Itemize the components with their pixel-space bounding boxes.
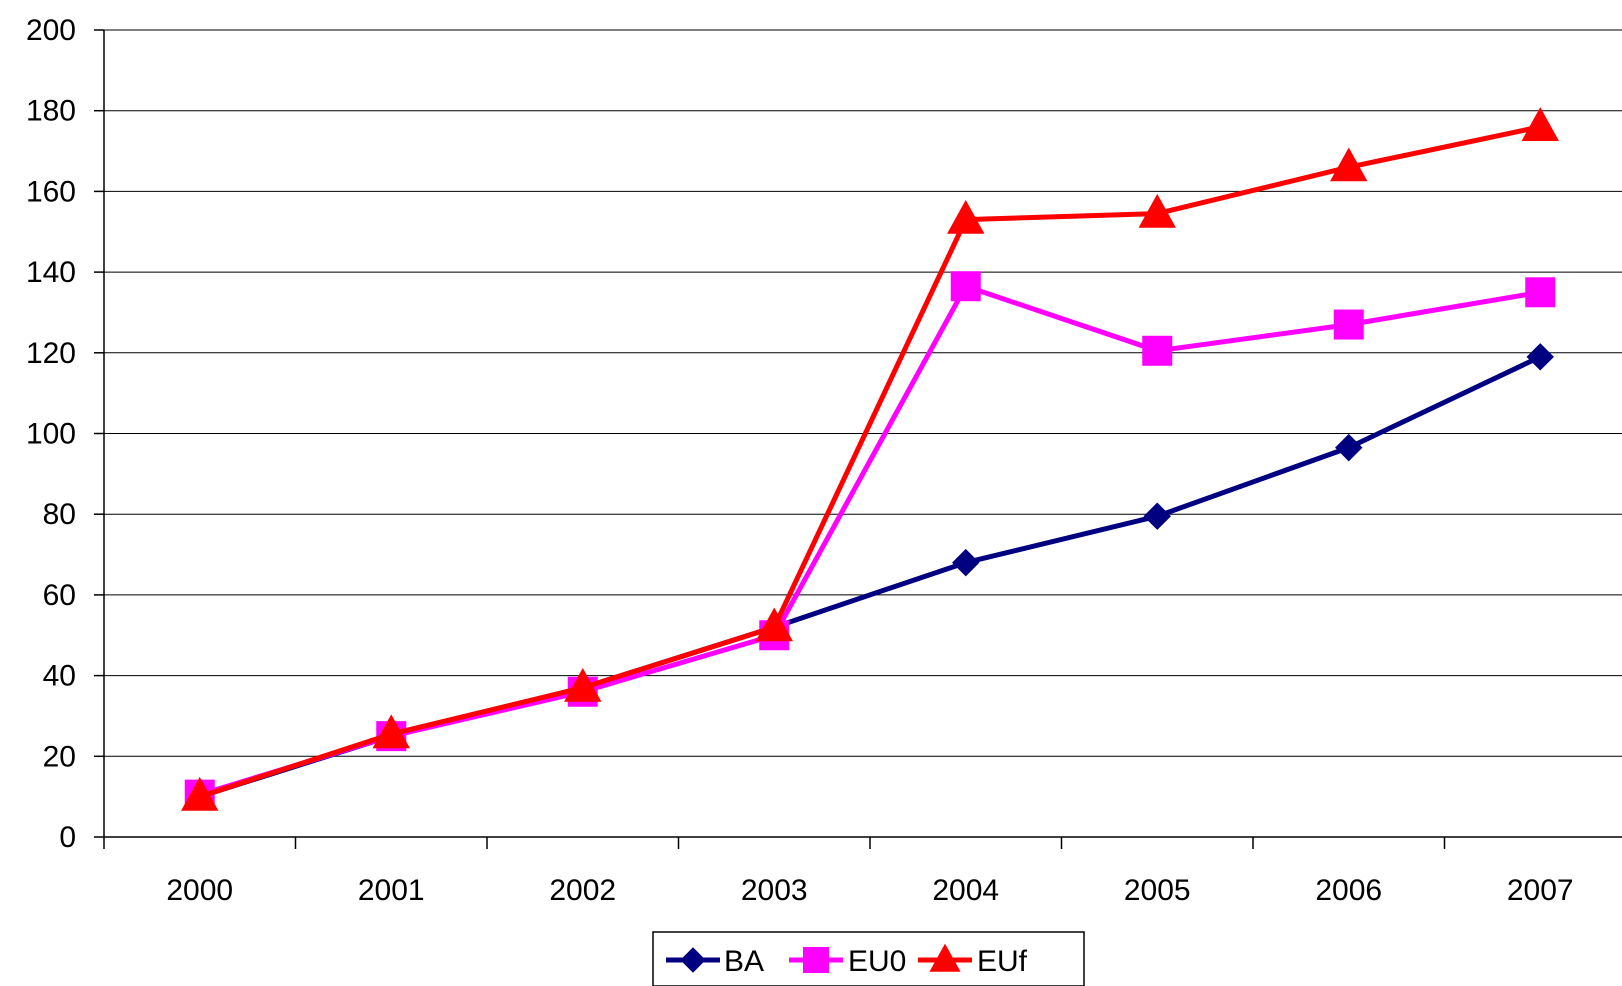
x-tick-label: 2005 — [1124, 874, 1191, 907]
x-tick-label: 2003 — [741, 874, 808, 907]
legend-label: EU0 — [848, 945, 906, 978]
series-line-EUf — [199, 124, 1541, 799]
y-tick-labels: 0 20 40 60 80 100 120 140 160 180 200 — [26, 14, 76, 854]
data-point-EU0 — [1333, 309, 1364, 340]
y-tick-label: 80 — [43, 498, 76, 531]
data-point-EUf — [755, 607, 793, 642]
x-tick-label: 2000 — [166, 874, 233, 907]
series-EUf — [181, 107, 1559, 811]
y-tick-label: 0 — [59, 821, 76, 854]
legend-marker-EUf — [929, 943, 961, 972]
y-tick-label: 60 — [43, 579, 76, 612]
legend-item-EUf: EUf — [918, 943, 1028, 978]
x-tick-labels: 2000 2001 2002 2003 2004 2005 2006 2007 — [103, 837, 1574, 907]
y-tick-label: 140 — [26, 256, 76, 289]
y-tick-label: 120 — [26, 337, 76, 370]
data-point-EUf — [372, 714, 410, 749]
legend-marker-EU0 — [803, 947, 829, 973]
y-tick-label: 180 — [26, 95, 76, 128]
x-tick-label: 2002 — [549, 874, 616, 907]
data-point-EUf — [1521, 107, 1559, 141]
x-tick-label: 2006 — [1315, 874, 1382, 907]
data-point-BA — [1335, 433, 1363, 462]
data-point-EUf — [181, 776, 219, 811]
legend-marker-BA — [680, 947, 706, 973]
y-tick-label: 160 — [26, 175, 76, 208]
axes — [103, 30, 1622, 838]
legend-label: EUf — [977, 945, 1028, 978]
series — [181, 107, 1559, 811]
y-tick-label: 20 — [43, 740, 76, 773]
x-tick-label: 2001 — [358, 874, 425, 907]
legend-box — [652, 931, 1085, 986]
y-tick-label: 200 — [26, 14, 76, 47]
data-point-BA — [1143, 502, 1171, 530]
legend-item-EU0: EU0 — [789, 945, 906, 978]
x-tick-label: 2007 — [1507, 874, 1574, 907]
data-point-EUf — [947, 199, 985, 234]
legend-label: BA — [724, 945, 764, 978]
data-point-EU0 — [950, 271, 981, 302]
data-point-EU0 — [1525, 277, 1556, 308]
data-point-EU0 — [1142, 335, 1173, 366]
data-point-EUf — [1330, 147, 1368, 182]
gridlines — [94, 29, 1622, 838]
x-tick-label: 2004 — [932, 874, 999, 907]
data-point-BA — [952, 548, 980, 577]
data-point-BA — [1526, 343, 1554, 371]
y-tick-label: 100 — [26, 418, 76, 451]
y-tick-label: 40 — [43, 660, 76, 693]
data-point-EUf — [564, 667, 602, 702]
data-point-EUf — [1138, 193, 1176, 228]
legend: BA EU0 EUf — [652, 931, 1085, 986]
series-line-EU0 — [199, 283, 1541, 797]
legend-item-BA: BA — [666, 945, 764, 978]
